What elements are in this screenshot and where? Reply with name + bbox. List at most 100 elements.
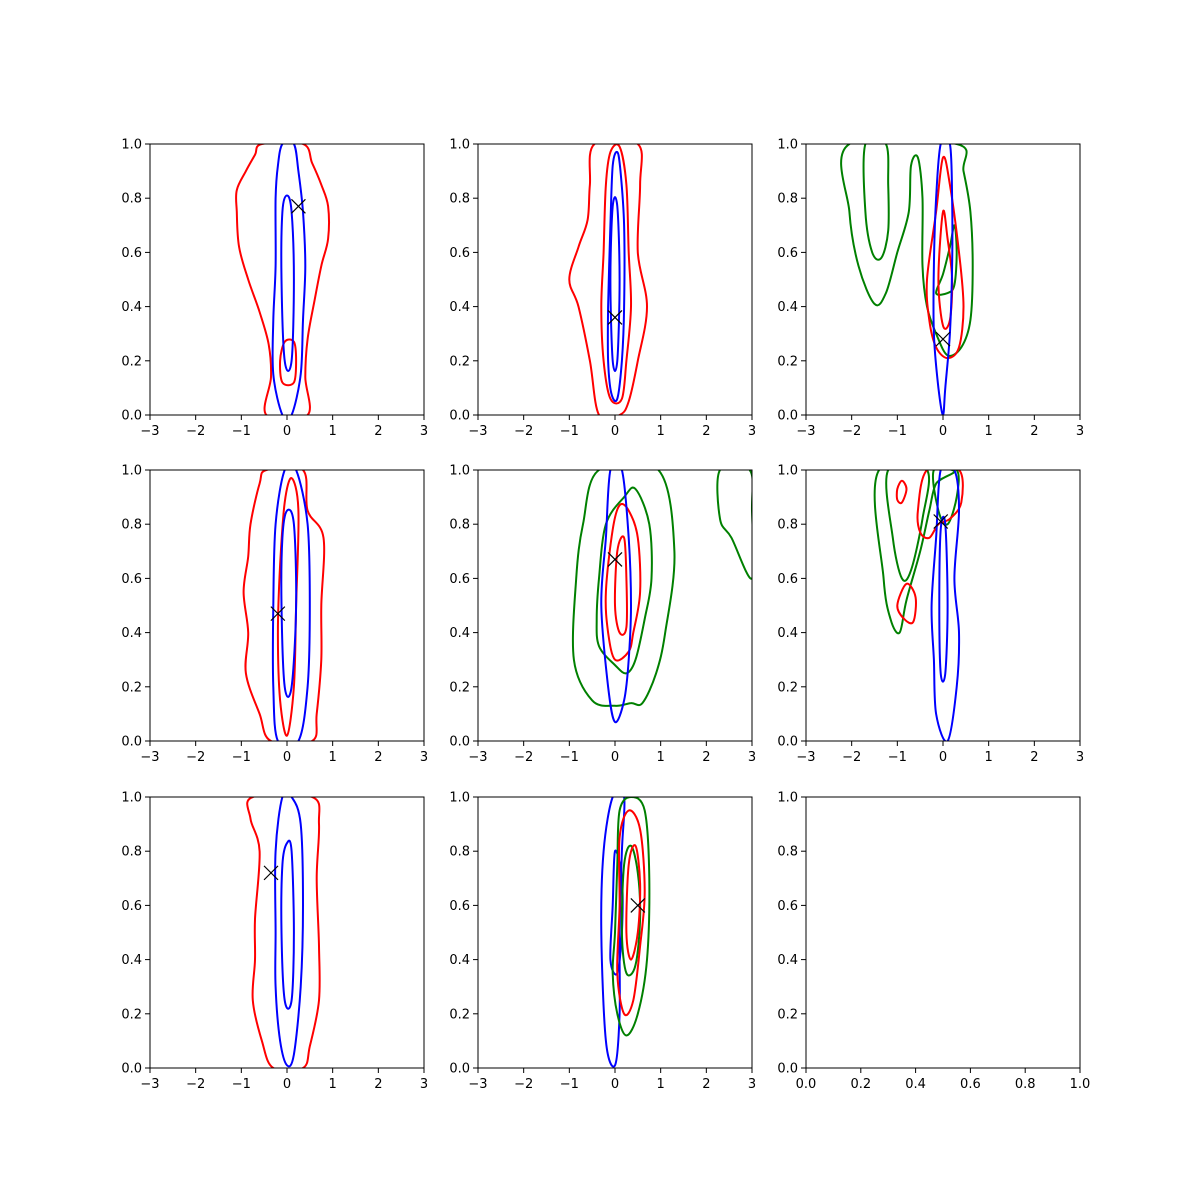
x-tick-label: 3 bbox=[1076, 424, 1084, 439]
y-tick-label: 0.8 bbox=[121, 192, 142, 207]
y-tick-label: 1.0 bbox=[449, 791, 470, 806]
x-tick-label: −2 bbox=[186, 424, 205, 439]
x-tick-label: 2 bbox=[1030, 750, 1038, 765]
x-tick-label: −1 bbox=[232, 750, 251, 765]
subplot-5: −3 −2 −1 0 1 2 3 0.0 0.2 0.4 0.6 0.8 1.0 bbox=[449, 464, 756, 766]
x-tick-label: 0 bbox=[611, 424, 619, 439]
y-tick-label: 1.0 bbox=[121, 138, 142, 153]
y-tick-label: 0.8 bbox=[777, 845, 798, 860]
x-tick-label: −2 bbox=[514, 1077, 533, 1092]
x-tick-label: 1 bbox=[985, 750, 993, 765]
contour-blue-8 bbox=[938, 515, 949, 683]
x-tick-label: 3 bbox=[420, 750, 428, 765]
x-tick-label: 1 bbox=[329, 1077, 337, 1092]
x-tick-label: −1 bbox=[232, 1077, 251, 1092]
y-tick-label: 1.0 bbox=[121, 464, 142, 479]
x-tick-label: −3 bbox=[140, 424, 159, 439]
x-marker bbox=[263, 865, 279, 881]
subplot-3: −3 −2 −1 0 1 2 3 0.0 0.2 0.4 0.6 0.8 1.0 bbox=[777, 138, 1084, 440]
contour-red-4 bbox=[895, 479, 908, 505]
contour-blue-4 bbox=[280, 194, 295, 372]
contour-blue-3 bbox=[280, 839, 295, 1010]
contour-blue-6 bbox=[600, 470, 633, 724]
y-tick-label: 0.8 bbox=[121, 518, 142, 533]
x-tick-label: 0 bbox=[939, 424, 947, 439]
x-marker bbox=[607, 552, 623, 567]
y-tick-label: 0.6 bbox=[449, 246, 470, 261]
contour-blue-3 bbox=[606, 150, 626, 403]
y-tick-label: 0.6 bbox=[449, 572, 470, 587]
y-tick-label: 0.0 bbox=[449, 1062, 470, 1077]
y-tick-label: 0.2 bbox=[449, 680, 470, 695]
contour-blue-7 bbox=[930, 470, 961, 741]
y-tick-label: 0.4 bbox=[449, 300, 470, 315]
x-tick-label: −3 bbox=[796, 750, 815, 765]
y-tick-label: 0.2 bbox=[777, 354, 798, 369]
contour-green-2 bbox=[862, 144, 890, 261]
x-tick-label: −2 bbox=[514, 750, 533, 765]
contour-group bbox=[234, 144, 330, 415]
contour-group bbox=[246, 797, 321, 1068]
y-tick-label: 0.2 bbox=[777, 1007, 798, 1022]
x-tick-label: 2 bbox=[1030, 424, 1038, 439]
x-tick-label: −1 bbox=[888, 424, 907, 439]
y-tick-label: 1.0 bbox=[449, 138, 470, 153]
contour-red-1 bbox=[242, 470, 326, 741]
x-marker bbox=[933, 514, 949, 529]
y-tick-label: 0.8 bbox=[449, 192, 470, 207]
x-tick-label: 1 bbox=[657, 1077, 665, 1092]
subplot-1: −3 −2 −1 0 1 2 3 0.0 0.2 0.4 0.6 0.8 1.0 bbox=[121, 138, 428, 440]
x-marker bbox=[630, 897, 646, 913]
x-tick-label: 2 bbox=[374, 424, 382, 439]
y-tick-label: 0.8 bbox=[777, 192, 798, 207]
y-tick-label: 0.4 bbox=[121, 626, 142, 641]
x-tick-label: −1 bbox=[232, 424, 251, 439]
y-tick-label: 1.0 bbox=[449, 464, 470, 479]
x-tick-label: 0 bbox=[611, 750, 619, 765]
y-tick-label: 0.8 bbox=[449, 518, 470, 533]
x-tick-label: 0 bbox=[283, 750, 291, 765]
contour-red-1 bbox=[246, 797, 321, 1068]
contour-red-6 bbox=[916, 470, 964, 540]
y-tick-label: 0.2 bbox=[777, 680, 798, 695]
x-tick-label: −3 bbox=[468, 1077, 487, 1092]
y-tick-label: 0.4 bbox=[777, 626, 798, 641]
x-tick-label: 1.0 bbox=[1070, 1077, 1091, 1092]
x-tick-label: 2 bbox=[702, 424, 710, 439]
contour-green-1 bbox=[873, 470, 956, 635]
x-marker bbox=[290, 198, 306, 214]
x-tick-label: 3 bbox=[420, 1077, 428, 1092]
contour-blue-6 bbox=[932, 144, 954, 415]
contour-red-1 bbox=[234, 144, 330, 415]
x-tick-label: 0.4 bbox=[905, 1077, 926, 1092]
y-tick-label: 1.0 bbox=[777, 138, 798, 153]
y-tick-label: 1.0 bbox=[777, 464, 798, 479]
x-tick-label: −1 bbox=[560, 1077, 579, 1092]
axes-frame bbox=[805, 796, 1081, 1069]
y-tick-label: 0.6 bbox=[121, 899, 142, 914]
x-tick-label: −3 bbox=[468, 750, 487, 765]
y-tick-label: 0.0 bbox=[121, 1062, 142, 1077]
contour-red-5 bbox=[616, 809, 646, 1017]
subplot-6: −3 −2 −1 0 1 2 3 0.0 0.2 0.4 0.6 0.8 1.0 bbox=[777, 464, 1084, 766]
x-tick-label: 2 bbox=[702, 750, 710, 765]
x-tick-label: 1 bbox=[329, 424, 337, 439]
subplot-9: 0.0 0.2 0.4 0.6 0.8 1.0 0.0 0.2 0.4 0.6 0.8 1.0 bbox=[777, 791, 1090, 1093]
contour-group bbox=[600, 797, 651, 1068]
x-tick-label: −2 bbox=[514, 424, 533, 439]
y-tick-label: 0.4 bbox=[449, 626, 470, 641]
x-tick-label: 1 bbox=[657, 750, 665, 765]
y-tick-label: 0.4 bbox=[121, 953, 142, 968]
x-tick-label: 0 bbox=[283, 1077, 291, 1092]
contour-red-1 bbox=[568, 144, 649, 415]
x-tick-label: 0.8 bbox=[1015, 1077, 1036, 1092]
contour-green-3 bbox=[935, 224, 958, 296]
x-tick-label: −3 bbox=[140, 750, 159, 765]
x-tick-label: −3 bbox=[796, 424, 815, 439]
contour-red-6 bbox=[625, 844, 642, 961]
x-tick-label: 1 bbox=[985, 424, 993, 439]
x-tick-label: −1 bbox=[888, 750, 907, 765]
x-tick-label: 0 bbox=[939, 750, 947, 765]
contour-group bbox=[568, 144, 649, 415]
